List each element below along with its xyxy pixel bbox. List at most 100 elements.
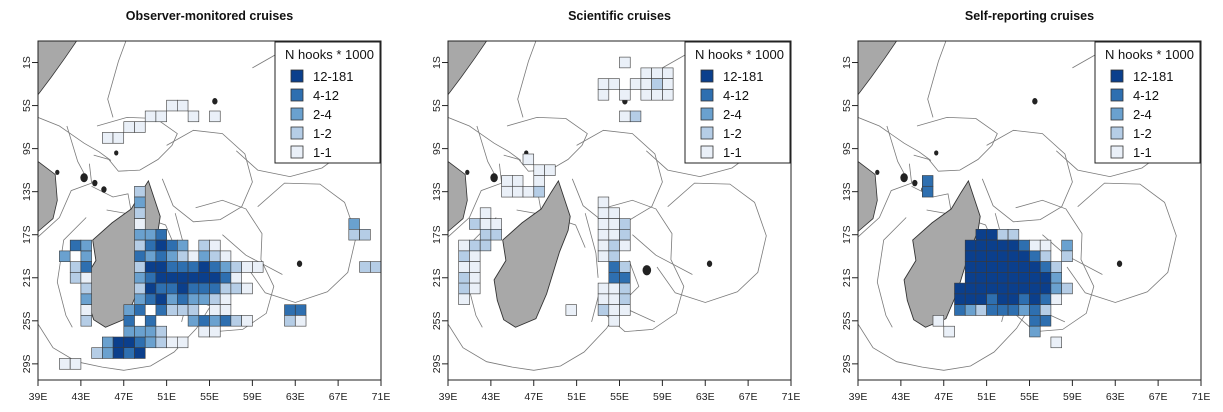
- self-effort-cell: [1007, 229, 1020, 241]
- scientific-effort-cell: [533, 164, 545, 176]
- scientific-effort-cell: [640, 78, 652, 90]
- scientific-legend: N hooks * 1000 12-181 4-12 2-4 1-2 1-1: [684, 41, 791, 164]
- observer-x-tick-label: 43E: [72, 391, 91, 403]
- scientific-legend-box: [684, 41, 791, 164]
- self-effort-cell: [996, 304, 1009, 316]
- scientific-effort-cell: [662, 67, 674, 79]
- self-x-tick-label: 43E: [892, 391, 911, 403]
- scientific-island: [465, 169, 470, 175]
- self-x-tick-label: 51E: [977, 391, 996, 403]
- observer-island: [296, 260, 303, 267]
- observer-effort-cell: [134, 293, 146, 305]
- self-panel: Self-reporting cruises N hooks * 1000 12-1…: [841, 9, 1211, 403]
- self-effort-cell: [996, 282, 1009, 295]
- scientific-y-tick-label: 1S: [431, 56, 443, 69]
- self-effort-cell: [975, 239, 987, 252]
- observer-x-tick-label: 71E: [372, 391, 391, 403]
- scientific-y-tick-label: 25S: [431, 311, 443, 330]
- observer-y-tick-label: 1S: [21, 56, 33, 69]
- observer-effort-cell: [209, 304, 221, 316]
- self-effort-cell: [975, 272, 987, 284]
- scientific-eez-boundary: [584, 213, 599, 278]
- observer-effort-cell: [112, 132, 125, 144]
- observer-effort-cell: [177, 304, 189, 316]
- scientific-effort-cell: [662, 89, 674, 101]
- scientific-effort-cell: [469, 272, 481, 284]
- self-x-tick-label: 39E: [849, 391, 868, 403]
- scientific-effort-cell: [608, 272, 620, 284]
- scientific-legend-swatch: [700, 126, 714, 140]
- observer-effort-cell: [198, 325, 210, 338]
- scientific-effort-cell: [608, 315, 620, 327]
- self-effort-cell: [1039, 282, 1052, 295]
- observer-effort-cell: [219, 315, 232, 327]
- observer-effort-cell: [134, 336, 146, 349]
- observer-effort-cell: [219, 293, 232, 305]
- self-y-tick-label: 17S: [841, 225, 853, 244]
- self-effort-cell: [986, 239, 998, 252]
- observer-eez-boundary: [246, 182, 357, 303]
- self-legend-label: 1-2: [1133, 126, 1152, 141]
- self-effort-cell: [1018, 239, 1030, 252]
- observer-effort-cell: [219, 261, 232, 273]
- observer-effort-cell: [134, 325, 146, 338]
- observer-effort-cell: [144, 261, 157, 273]
- self-effort-cell: [1029, 250, 1041, 262]
- observer-effort-cell: [59, 358, 71, 370]
- observer-panel: Observer-monitored cruises N hooks * 1000…: [21, 9, 404, 403]
- observer-effort-cell: [187, 304, 200, 316]
- observer-x-tick-label: 39E: [29, 391, 48, 403]
- observer-effort-cell: [155, 229, 167, 241]
- scientific-effort-cell: [619, 272, 631, 284]
- scientific-effort-cell: [490, 218, 502, 230]
- observer-effort-cell: [187, 250, 200, 262]
- observer-island: [212, 98, 218, 105]
- self-legend-label: 2-4: [1133, 107, 1152, 122]
- self-effort-cell: [986, 229, 998, 241]
- observer-effort-cell: [80, 239, 92, 252]
- self-eez-boundary: [927, 41, 947, 118]
- observer-effort-cell: [134, 261, 146, 273]
- observer-effort-cell: [219, 304, 232, 316]
- observer-effort-cell: [230, 261, 242, 273]
- self-eez-boundary: [981, 129, 1073, 223]
- scientific-effort-cell: [608, 78, 620, 90]
- self-effort-cell: [1039, 272, 1052, 284]
- self-effort-cell: [1029, 315, 1041, 327]
- observer-effort-cell: [144, 272, 157, 284]
- observer-effort-cell: [112, 336, 125, 349]
- self-effort-cell: [1039, 315, 1052, 327]
- scientific-effort-cell: [458, 239, 470, 252]
- observer-effort-cell: [198, 315, 210, 327]
- self-effort-cell: [996, 261, 1009, 273]
- observer-eez-boundary: [161, 129, 253, 223]
- self-effort-cell: [996, 272, 1009, 284]
- observer-effort-cell: [80, 261, 92, 273]
- scientific-x-tick-label: 47E: [524, 391, 543, 403]
- observer-effort-cell: [209, 239, 221, 252]
- observer-effort-cell: [219, 250, 232, 262]
- scientific-eez-boundary: [448, 117, 522, 161]
- observer-effort-cell: [209, 261, 221, 273]
- observer-effort-cell: [102, 132, 114, 144]
- self-effort-cell: [1029, 239, 1041, 252]
- observer-effort-cell: [166, 99, 178, 112]
- observer-effort-cell: [187, 282, 200, 295]
- scientific-effort-cell: [597, 218, 610, 230]
- self-eez-boundary: [876, 217, 907, 328]
- scientific-island: [490, 173, 498, 183]
- observer-effort-cell: [187, 293, 200, 305]
- scientific-effort-cell: [565, 304, 577, 316]
- scientific-effort-cell: [619, 304, 631, 316]
- observer-effort-cell: [123, 121, 135, 133]
- observer-effort-cell: [144, 110, 157, 123]
- observer-island: [400, 103, 404, 108]
- self-eez-boundary: [886, 125, 905, 174]
- self-y-tick-label: 5S: [841, 99, 853, 112]
- observer-title: Observer-monitored cruises: [126, 9, 293, 23]
- observer-effort-cell: [359, 261, 371, 273]
- observer-effort-cell: [209, 315, 221, 327]
- self-effort-cell: [1018, 304, 1030, 316]
- scientific-effort-cell: [619, 261, 631, 273]
